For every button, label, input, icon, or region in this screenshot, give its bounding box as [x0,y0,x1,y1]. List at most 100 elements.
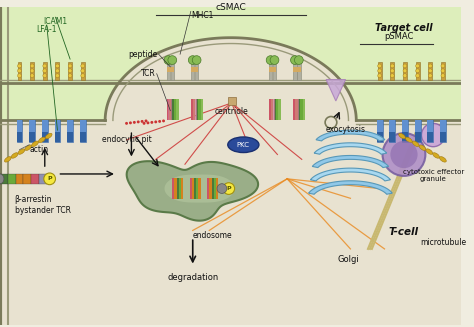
Circle shape [378,74,382,77]
Bar [199,178,201,199]
Bar [415,120,420,142]
Bar [198,99,201,120]
Bar [402,132,408,142]
Ellipse shape [228,137,259,153]
Bar [201,99,203,120]
Circle shape [55,74,59,77]
Circle shape [125,122,128,125]
Circle shape [133,121,136,124]
Bar [276,99,278,120]
Bar [428,120,433,132]
Circle shape [145,119,147,122]
Bar [17,120,22,142]
Bar [176,99,179,120]
Ellipse shape [412,141,419,146]
Polygon shape [316,130,385,141]
Circle shape [391,141,418,168]
Bar [389,120,395,132]
Bar [440,120,446,142]
Text: pSMAC: pSMAC [384,32,414,41]
Bar [440,132,446,142]
Bar [415,120,420,132]
Circle shape [416,69,419,73]
Bar [172,178,174,199]
Bar [428,120,433,142]
Circle shape [168,56,177,64]
Circle shape [416,64,419,68]
Ellipse shape [0,174,4,184]
Bar [228,97,236,105]
Text: LFA-1: LFA-1 [36,25,57,34]
Bar [211,178,214,199]
Bar [179,178,181,199]
Bar [378,62,382,79]
Circle shape [391,74,394,77]
Text: TCR: TCR [141,69,156,78]
Circle shape [403,64,407,68]
Circle shape [291,56,299,64]
Bar [190,178,192,199]
Bar [80,132,86,142]
Bar [23,174,31,184]
Bar [29,120,35,142]
Polygon shape [314,143,387,154]
Bar [55,120,60,132]
Bar [29,132,35,142]
Bar [8,174,16,184]
Bar [293,99,296,120]
Bar [16,174,23,184]
Bar [301,99,303,120]
Circle shape [137,120,140,123]
Bar [273,99,276,120]
Bar [210,178,211,199]
Bar [194,178,196,199]
Bar [169,99,171,120]
Bar [377,120,383,132]
Text: T-cell: T-cell [389,227,419,237]
Bar [193,99,195,120]
Circle shape [43,74,47,77]
Text: bystander TCR: bystander TCR [15,206,71,215]
Bar [55,62,59,79]
Circle shape [428,74,432,77]
Text: peptide: peptide [128,50,158,59]
Circle shape [18,64,21,68]
Text: ICAM1: ICAM1 [44,17,68,26]
Bar [271,99,274,120]
Bar [402,120,408,132]
Circle shape [43,64,47,68]
Bar [295,99,298,120]
Bar [42,120,48,132]
Bar [269,99,271,120]
Bar [177,178,179,199]
Polygon shape [309,181,392,194]
Circle shape [68,69,72,73]
Ellipse shape [38,137,45,143]
Circle shape [441,69,445,73]
Ellipse shape [4,157,11,162]
Text: centriole: centriole [215,107,248,116]
Bar [269,67,276,72]
Bar [271,99,273,120]
Text: Target cell: Target cell [375,23,433,33]
Bar [207,178,210,199]
Polygon shape [312,155,389,168]
Bar [389,120,395,142]
Ellipse shape [439,157,447,162]
Bar [195,60,198,79]
Circle shape [441,64,445,68]
Circle shape [129,121,132,124]
Ellipse shape [32,141,38,146]
Text: microtubule: microtubule [420,238,466,247]
Bar [17,120,22,132]
Circle shape [154,120,157,123]
Text: cytotoxic effector
granule: cytotoxic effector granule [402,169,464,182]
Bar [269,60,273,79]
Bar [42,132,48,142]
Bar [193,99,197,120]
Bar [68,62,72,79]
Bar [67,132,73,142]
Circle shape [55,69,59,73]
Circle shape [403,69,407,73]
Bar [191,67,198,72]
